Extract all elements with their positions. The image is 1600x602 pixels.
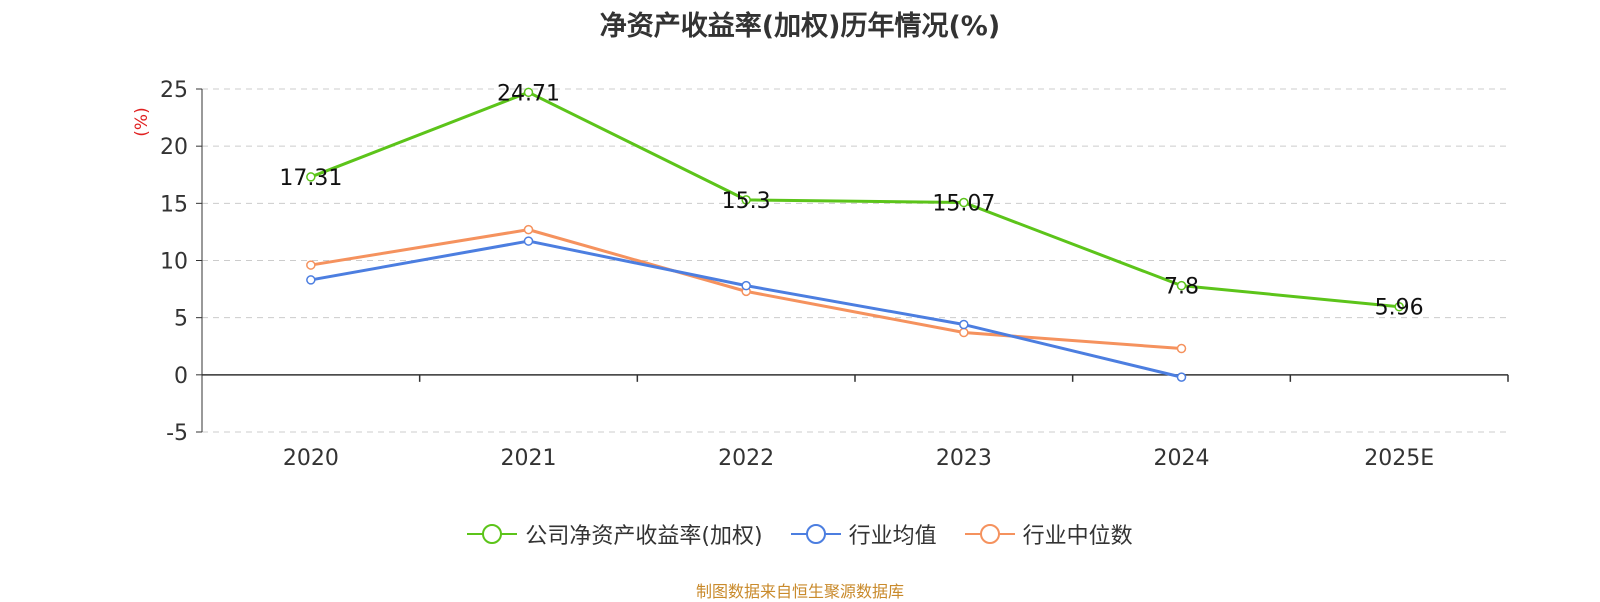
y-axis-label: (%) [132, 107, 152, 136]
series-line [310, 90, 1400, 309]
data-label: 17.31 [279, 166, 342, 191]
line-chart: -5 0 5 10 15 20 25 2020 2021 2022 2023 2024 2025E (%)… [132, 78, 1509, 471]
data-source-note: 制图数据来自恒生聚源数据库 [695, 582, 904, 601]
data-point[interactable] [1394, 301, 1404, 312]
data-label: 24.71 [497, 81, 560, 106]
x-tick-label: 2021 [501, 446, 557, 471]
data-point[interactable] [959, 327, 969, 338]
data-point[interactable] [523, 87, 534, 98]
legend-label-industry-mean: 行业均值 [848, 524, 937, 549]
x-tick-label: 2020 [283, 446, 339, 471]
data-point[interactable] [959, 319, 969, 330]
data-label: 7.8 [1164, 275, 1199, 300]
data-label: 15.07 [932, 192, 995, 217]
chart-title: 净资产收益率(加权)历年情况(%) [599, 11, 1001, 42]
y-tick-label: 25 [160, 78, 188, 103]
data-point[interactable] [306, 275, 316, 285]
x-tick-label: 2025E [1364, 446, 1434, 471]
data-label: 5.96 [1375, 296, 1424, 321]
data-point[interactable] [741, 280, 751, 291]
y-tick-label: 5 [174, 307, 188, 332]
y-tick-label: -5 [166, 421, 188, 446]
data-point[interactable] [523, 236, 534, 246]
data-point[interactable] [1176, 343, 1187, 354]
data-label: 15.3 [722, 189, 771, 214]
x-tick-label: 2022 [718, 446, 774, 471]
y-tick-label: 15 [160, 192, 188, 217]
legend-item-industry-mean[interactable]: 行业均值 [790, 518, 937, 550]
y-tick-label: 0 [174, 364, 188, 389]
data-point[interactable] [1176, 372, 1187, 382]
y-tick-label: 10 [160, 250, 188, 275]
legend-marker-icon [964, 524, 1015, 544]
legend-item-industry-median[interactable]: 行业中位数 [964, 518, 1133, 550]
legend-label-company: 公司净资产收益率(加权) [525, 524, 763, 549]
data-point[interactable] [523, 224, 534, 235]
data-point[interactable] [306, 260, 316, 270]
data-point[interactable] [1176, 280, 1187, 291]
legend-marker-icon [467, 524, 518, 544]
data-point[interactable] [306, 172, 316, 182]
data-point[interactable] [741, 195, 751, 205]
legend-label-industry-median: 行业中位数 [1022, 524, 1133, 549]
legend-marker-icon [790, 524, 841, 544]
series-line [310, 239, 1182, 379]
legend-item-company[interactable]: 公司净资产收益率(加权) [467, 518, 763, 550]
x-tick-label: 2023 [936, 446, 992, 471]
data-point[interactable] [959, 197, 969, 208]
y-tick-label: 20 [160, 135, 188, 160]
chart-legend: 公司净资产收益率(加权) 行业均值 行业中位数 [0, 518, 1600, 550]
x-tick-label: 2024 [1154, 446, 1210, 471]
